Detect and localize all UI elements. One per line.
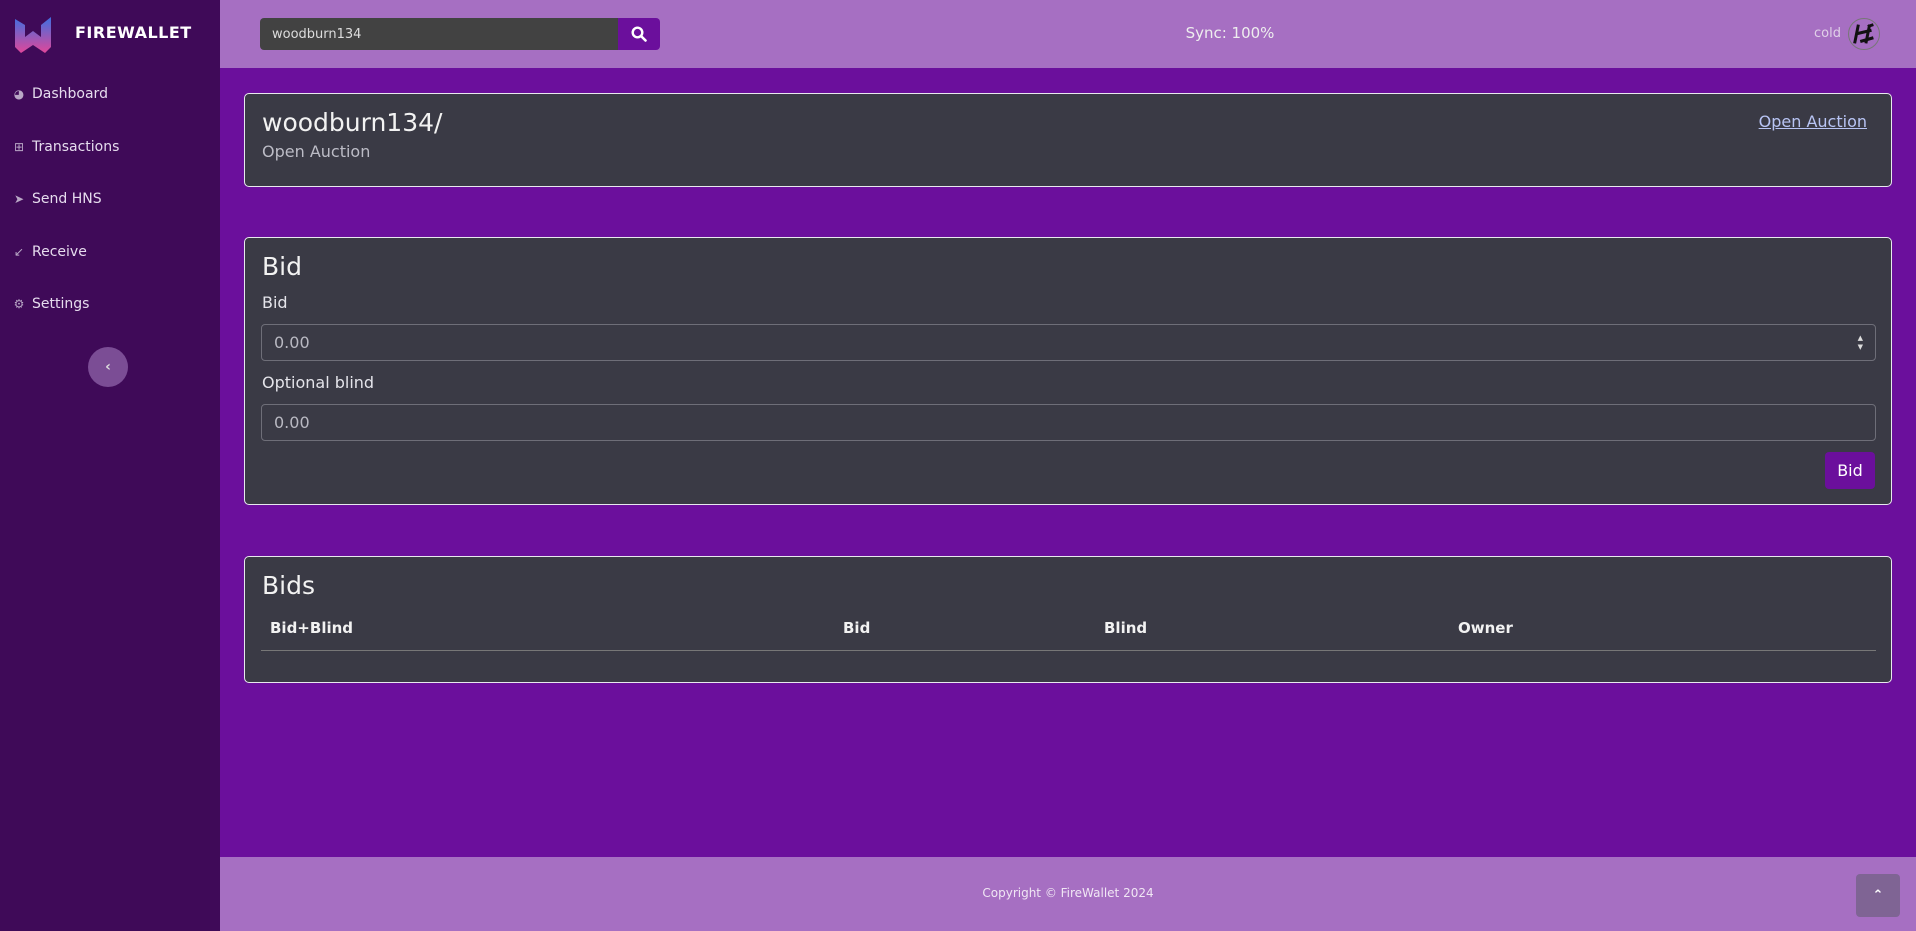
column-header-owner: Owner [1458,619,1513,637]
search-bar [260,18,660,50]
firewallet-logo[interactable] [15,17,59,53]
domain-status: Open Auction [262,142,371,161]
search-input[interactable] [260,18,618,50]
sidebar-item-label: Transactions [32,139,120,155]
column-header-bid: Bid [843,619,871,637]
sidebar-item-settings[interactable]: ⚙ Settings [12,296,90,312]
chevron-left-icon: ‹ [105,359,111,375]
bids-card: Bids Bid+Blind Bid Blind Owner [244,556,1892,683]
blind-placeholder: 0.00 [274,413,310,432]
bids-card-title: Bids [262,571,315,600]
bid-card: Bid Bid 0.00 ▲ ▼ Optional blind 0.00 Bid [244,237,1892,505]
bid-placeholder: 0.00 [274,333,310,352]
sidebar-item-dashboard[interactable]: ◕ Dashboard [12,86,108,102]
scroll-to-top-button[interactable]: ⌃ [1856,874,1900,917]
bid-button[interactable]: Bid [1825,452,1875,489]
brand-name: FIREWALLET [75,23,192,42]
sidebar-item-label: Dashboard [32,86,108,102]
gear-icon: ⚙ [13,297,25,311]
tachometer-icon: ◕ [13,87,25,101]
column-header-bid-blind: Bid+Blind [270,619,354,637]
chevron-up-icon: ⌃ [1872,888,1884,903]
search-button[interactable] [618,18,660,50]
domain-card: woodburn134/ Open Auction Open Auction [244,93,1892,187]
arrow-down-left-icon: ↙ [13,245,25,259]
sidebar-collapse-button[interactable]: ‹ [88,347,128,387]
sidebar-item-label: Send HNS [32,191,102,207]
domain-title: woodburn134/ [262,108,443,137]
avatar[interactable] [1848,18,1880,50]
open-auction-link[interactable]: Open Auction [1758,112,1867,131]
bid-card-title: Bid [262,252,302,281]
send-icon: ➤ [13,192,25,206]
sidebar-item-transactions[interactable]: ⊞ Transactions [12,139,119,155]
blind-input[interactable]: 0.00 [261,404,1876,441]
sidebar: FIREWALLET ◕ Dashboard ⊞ Transactions ➤ Sen… [0,0,220,931]
search-icon [631,26,647,42]
account-name[interactable]: cold [1814,26,1841,41]
bid-label: Bid [262,293,288,312]
footer: Copyright © FireWallet 2024 ⌃ [220,857,1916,931]
top-bar: Sync: 100% cold [220,0,1916,68]
sidebar-item-label: Receive [32,244,87,260]
blind-label: Optional blind [262,373,375,392]
column-header-blind: Blind [1104,619,1148,637]
sidebar-item-send-hns[interactable]: ➤ Send HNS [12,191,102,207]
sync-status: Sync: 100% [1185,24,1275,42]
table-divider [261,650,1876,651]
copyright: Copyright © FireWallet 2024 [982,886,1154,900]
number-stepper-icon[interactable]: ▲ ▼ [1857,334,1863,351]
bid-input[interactable]: 0.00 ▲ ▼ [261,324,1876,361]
sidebar-item-label: Settings [32,296,90,312]
table-icon: ⊞ [13,140,25,154]
sidebar-item-receive[interactable]: ↙ Receive [12,244,87,260]
